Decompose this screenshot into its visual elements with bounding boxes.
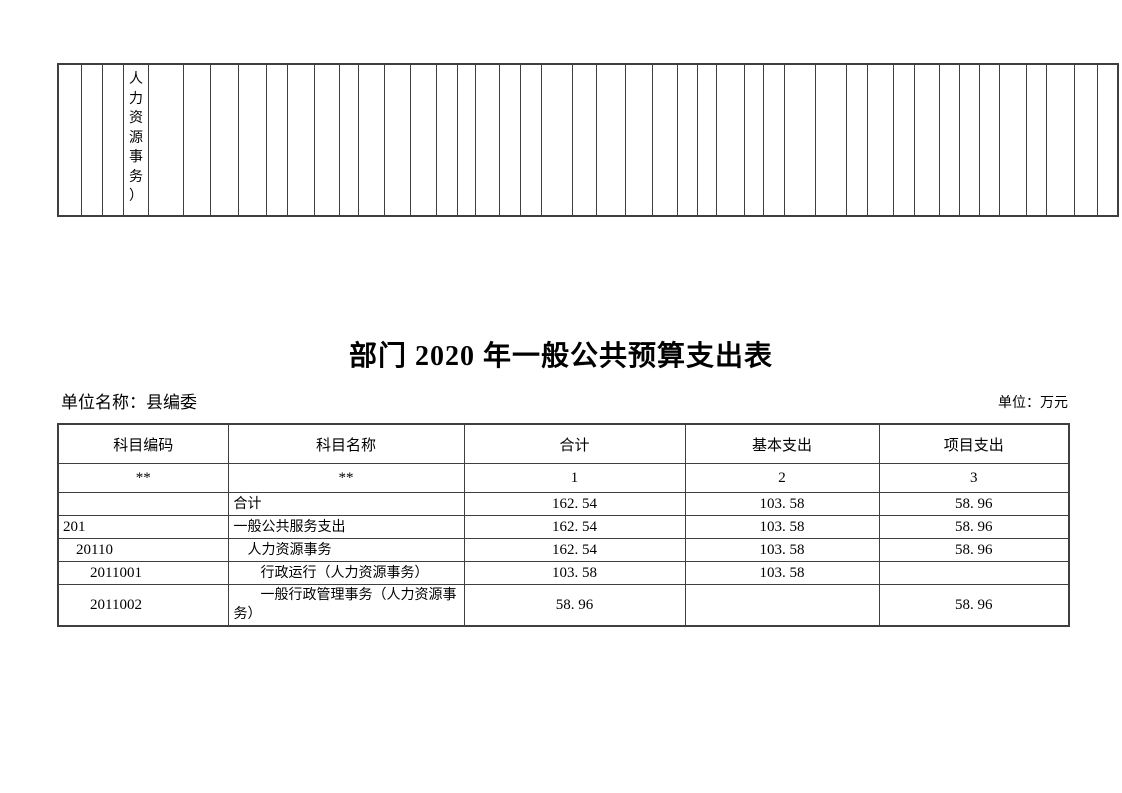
project-expenditure-cell xyxy=(878,561,1070,585)
total-cell: 162. 54 xyxy=(463,538,686,562)
name-cell: 合计 xyxy=(227,492,465,516)
top-table-cell xyxy=(815,63,847,217)
top-table-cell xyxy=(677,63,698,217)
top-table-cell xyxy=(210,63,239,217)
top-table-cell xyxy=(979,63,1000,217)
top-table-cell xyxy=(57,63,82,217)
top-table-cell xyxy=(959,63,980,217)
budget-table-head: 科目编码 科目名称 合计 基本支出 项目支出 ** ** 1 2 3 xyxy=(57,423,1070,493)
unit-name-label: 单位名称：县编委 xyxy=(61,393,197,412)
budget-table-subheader-row: ** ** 1 2 3 xyxy=(57,463,1070,493)
budget-table-subheader-cell: ** xyxy=(57,463,229,493)
top-table-cell xyxy=(999,63,1027,217)
top-table-cell xyxy=(893,63,915,217)
top-table-cell xyxy=(81,63,103,217)
name-cell: 一般行政管理事务（人力资源事务） xyxy=(227,584,465,627)
top-table-row: 人 力 资 源 事 务 ） xyxy=(57,63,1119,217)
top-table-cell xyxy=(1026,63,1047,217)
top-table-cell xyxy=(1046,63,1075,217)
top-table-cell xyxy=(410,63,437,217)
project-expenditure-cell: 58. 96 xyxy=(878,492,1070,516)
code-cell: 2011001 xyxy=(57,561,229,585)
top-table-cell xyxy=(266,63,288,217)
unit-row: 单位名称：县编委 单位：万元 xyxy=(57,388,1068,413)
basic-expenditure-cell: 103. 58 xyxy=(684,515,880,539)
page-title: 部门 2020 年一般公共预算支出表 xyxy=(348,341,773,372)
top-table-cell xyxy=(520,63,542,217)
budget-table-header-row: 科目编码 科目名称 合计 基本支出 项目支出 xyxy=(57,423,1070,464)
name-cell: 行政运行（人力资源事务） xyxy=(227,561,465,585)
top-table-cell xyxy=(596,63,626,217)
budget-table-header-cell: 科目编码 xyxy=(57,423,229,464)
basic-expenditure-cell: 103. 58 xyxy=(684,492,880,516)
top-table-cell xyxy=(436,63,458,217)
top-table-cell xyxy=(287,63,315,217)
name-cell: 一般公共服务支出 xyxy=(227,515,465,539)
budget-table-header-cell: 科目名称 xyxy=(227,423,465,464)
top-table: 人 力 资 源 事 务 ） xyxy=(57,63,1119,217)
top-table-cell xyxy=(572,63,597,217)
top-table-cell xyxy=(183,63,211,217)
budget-table-row: 20110 人力资源事务 162. 54 103. 58 58. 96 xyxy=(57,538,1070,562)
top-table-cell xyxy=(314,63,340,217)
code-cell: 201 xyxy=(57,515,229,539)
top-table-cell xyxy=(475,63,500,217)
top-table-cell xyxy=(339,63,359,217)
total-cell: 58. 96 xyxy=(463,584,686,627)
project-expenditure-cell: 58. 96 xyxy=(878,538,1070,562)
top-table-cell xyxy=(499,63,521,217)
budget-table-row: 2011001 行政运行（人力资源事务） 103. 58 103. 58 xyxy=(57,561,1070,585)
top-table-cell xyxy=(716,63,745,217)
total-cell: 103. 58 xyxy=(463,561,686,585)
code-cell: 2011002 xyxy=(57,584,229,627)
top-table-cell xyxy=(939,63,960,217)
basic-expenditure-cell xyxy=(684,584,880,627)
budget-table-row: 201 一般公共服务支出 162. 54 103. 58 58. 96 xyxy=(57,515,1070,539)
code-cell xyxy=(57,492,229,516)
budget-table-header-cell: 项目支出 xyxy=(878,423,1070,464)
budget-table-row: 合计 162. 54 103. 58 58. 96 xyxy=(57,492,1070,516)
project-expenditure-cell: 58. 96 xyxy=(878,584,1070,627)
top-table-cell xyxy=(846,63,868,217)
project-expenditure-cell: 58. 96 xyxy=(878,515,1070,539)
top-table-cell xyxy=(763,63,785,217)
budget-table-subheader-cell: 3 xyxy=(878,463,1070,493)
unit-of-measure-label: 单位：万元 xyxy=(998,396,1068,411)
top-table-cell xyxy=(784,63,816,217)
total-cell: 162. 54 xyxy=(463,492,686,516)
top-table-cell xyxy=(148,63,184,217)
budget-table-subheader-cell: 1 xyxy=(463,463,686,493)
top-table-cell xyxy=(867,63,894,217)
budget-table-subheader-cell: 2 xyxy=(684,463,880,493)
top-table-cell xyxy=(238,63,267,217)
top-table-cell xyxy=(541,63,573,217)
top-table-cell xyxy=(384,63,411,217)
top-table-vertical-text-cell: 人 力 资 源 事 务 ） xyxy=(123,63,149,217)
basic-expenditure-cell: 103. 58 xyxy=(684,561,880,585)
budget-table: 科目编码 科目名称 合计 基本支出 项目支出 ** ** 1 2 3 合计 162. 54 103.… xyxy=(57,423,1070,627)
top-table-cell xyxy=(625,63,653,217)
top-table-cell xyxy=(914,63,940,217)
top-table-cell xyxy=(457,63,476,217)
top-table-cell xyxy=(1074,63,1098,217)
budget-table-row: 2011002 一般行政管理事务（人力资源事务） 58. 96 58. 96 xyxy=(57,584,1070,627)
top-table-cell xyxy=(697,63,717,217)
basic-expenditure-cell: 103. 58 xyxy=(684,538,880,562)
total-cell: 162. 54 xyxy=(463,515,686,539)
budget-table-body: 合计 162. 54 103. 58 58. 96 201 一般公共服务支出 162. 54… xyxy=(57,492,1070,627)
top-table-cell xyxy=(1097,63,1119,217)
top-table-cell xyxy=(102,63,124,217)
budget-table-header-cell: 基本支出 xyxy=(684,423,880,464)
code-cell: 20110 xyxy=(57,538,229,562)
name-cell: 人力资源事务 xyxy=(227,538,465,562)
top-table-cell xyxy=(744,63,764,217)
budget-table-subheader-cell: ** xyxy=(227,463,465,493)
top-table-cell xyxy=(652,63,678,217)
top-table-cell xyxy=(358,63,385,217)
budget-table-header-cell: 合计 xyxy=(463,423,686,464)
